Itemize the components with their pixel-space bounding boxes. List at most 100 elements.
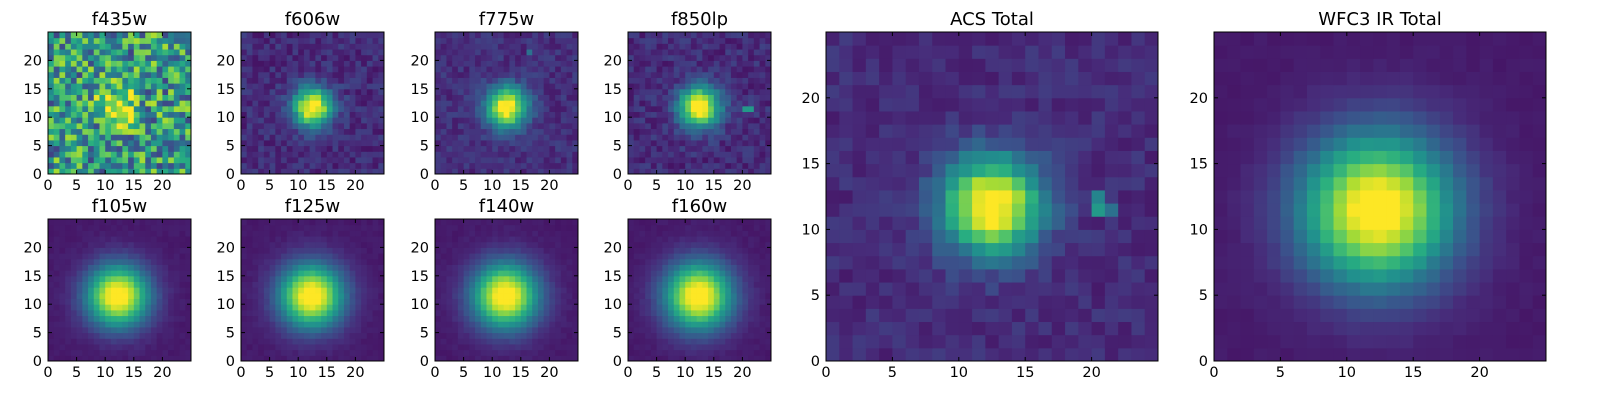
heatmap-cell [252,258,259,265]
heatmap-cell [168,321,175,328]
heatmap-cell [463,43,470,50]
heatmap-cell [765,343,772,351]
heatmap-cell [736,111,743,118]
heatmap-cell [326,151,334,158]
heatmap-cell [93,304,100,311]
heatmap-cell [497,219,505,226]
heatmap-cell [480,236,487,243]
heatmap-cell [303,71,311,78]
heatmap-cell [560,230,568,237]
heatmap-cell [668,32,675,39]
heatmap-cell [650,117,658,124]
heatmap-cell [258,105,265,113]
heatmap-cell [361,275,368,282]
heatmap-cell [361,258,368,265]
heatmap-cell [48,355,55,362]
heatmap-cell [258,247,265,254]
heatmap-cell [292,326,299,334]
heatmap-cell [110,168,118,175]
heatmap-cell [543,321,550,328]
heatmap-cell [241,247,248,254]
heatmap-cell [532,275,539,282]
heatmap-cell [560,281,568,288]
heatmap-cell [185,77,192,84]
heatmap-cell [690,304,698,311]
heatmap-cell [537,139,545,147]
heatmap-cell [246,343,253,351]
heatmap-cell [88,151,95,158]
heatmap-cell [246,122,253,130]
heatmap-cell [292,349,299,356]
heatmap-cell [690,349,698,356]
heatmap-cell [252,264,259,271]
heatmap-cell [480,105,487,113]
heatmap-cell [321,304,328,311]
heatmap-cell [105,321,112,328]
heatmap-cell [150,264,158,271]
heatmap-cell [532,338,539,345]
x-tick-label: 15 [512,365,530,381]
heatmap-cell [65,338,72,345]
heatmap-cell [65,253,72,260]
panel-title: f125w [285,196,340,217]
heatmap-cell [338,253,345,260]
heatmap-cell [650,139,658,147]
heatmap-cell [150,111,158,118]
heatmap-cell [76,321,83,328]
heatmap-cell [662,128,669,135]
heatmap-cell [110,71,118,78]
heatmap-cell [99,117,106,124]
heatmap-cell [549,253,556,260]
heatmap-cell [309,258,316,265]
heatmap-cell [628,37,635,44]
heatmap-cell [628,77,635,84]
heatmap-cell [668,71,675,78]
heatmap-cell [515,253,522,260]
heatmap-cell [246,326,253,334]
heatmap-cell [645,156,652,164]
heatmap-cell [742,100,749,107]
heatmap-cell [532,60,539,67]
heatmap-cell [303,219,311,226]
heatmap-cell [76,117,83,124]
heatmap-cell [378,326,385,334]
heatmap-cell [543,134,550,141]
heatmap-cell [566,32,573,39]
heatmap-cell [286,162,293,169]
heatmap-cell [515,241,522,248]
heatmap-cell [656,298,663,305]
heatmap-cell [173,105,181,113]
heatmap-cell [492,100,499,107]
heatmap-cell [730,83,738,90]
heatmap-cell [361,162,368,169]
heatmap-cell [185,332,192,339]
heatmap-cell [110,338,118,345]
heatmap-cell [88,43,95,50]
heatmap-cell [355,128,362,135]
heatmap-cell [76,241,83,248]
heatmap-cell [543,156,550,164]
heatmap-cell [122,151,129,158]
heatmap-cell [303,315,311,322]
heatmap-cell [515,275,522,282]
heatmap-cell [549,309,556,317]
heatmap-cell [179,219,186,226]
heatmap-cell [480,309,487,317]
heatmap-cell [246,77,253,84]
heatmap-cell [566,241,573,248]
heatmap-cell [252,151,259,158]
heatmap-cell [560,355,568,362]
heatmap-cell [173,309,181,317]
heatmap-cell [349,111,356,118]
heatmap-cell [76,134,83,141]
heatmap-cell [53,60,60,67]
heatmap-cell [275,71,282,78]
heatmap-cell [361,253,368,260]
heatmap-cell [162,349,169,356]
heatmap-cell [480,230,487,237]
heatmap-cell [315,281,322,288]
heatmap-cell [662,122,669,130]
heatmap-cell [549,355,556,362]
heatmap-cell [128,247,135,254]
heatmap-cell [452,321,459,328]
